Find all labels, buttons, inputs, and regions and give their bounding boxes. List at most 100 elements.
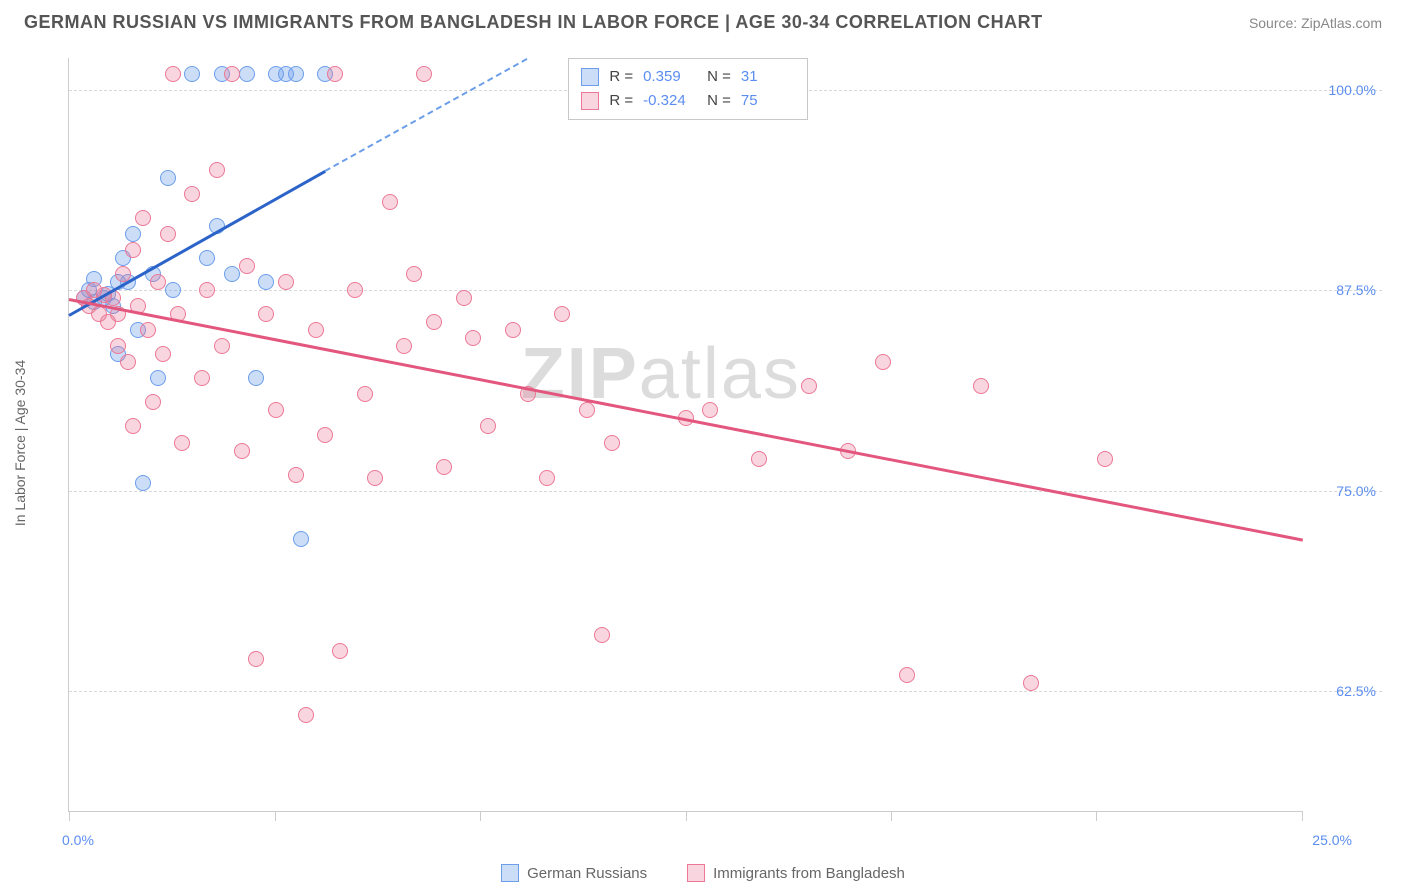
legend-label: German Russians xyxy=(527,865,647,882)
data-point xyxy=(194,370,210,386)
data-point xyxy=(480,418,496,434)
r-label: R = xyxy=(609,65,633,89)
data-point xyxy=(150,274,166,290)
stats-row: R = 0.359 N = 31 xyxy=(581,65,795,89)
data-point xyxy=(317,427,333,443)
trend-line xyxy=(69,298,1304,542)
x-tick xyxy=(69,811,70,821)
r-label: R = xyxy=(609,89,633,113)
data-point xyxy=(973,378,989,394)
n-label: N = xyxy=(707,65,731,89)
data-point xyxy=(436,459,452,475)
data-point xyxy=(135,475,151,491)
data-point xyxy=(594,627,610,643)
data-point xyxy=(155,346,171,362)
data-point xyxy=(416,66,432,82)
x-tick xyxy=(1096,811,1097,821)
data-point xyxy=(214,338,230,354)
x-tick-start: 0.0% xyxy=(62,832,94,848)
data-point xyxy=(539,470,555,486)
data-point xyxy=(160,170,176,186)
stats-box: R = 0.359 N = 31 R = -0.324 N = 75 xyxy=(568,58,808,120)
watermark-atlas: atlas xyxy=(639,334,801,414)
source-attribution: Source: ZipAtlas.com xyxy=(1249,15,1382,31)
data-point xyxy=(110,338,126,354)
data-point xyxy=(239,258,255,274)
data-point xyxy=(258,306,274,322)
legend: German Russians Immigrants from Banglades… xyxy=(0,864,1406,882)
data-point xyxy=(1023,675,1039,691)
data-point xyxy=(308,322,324,338)
x-tick-end: 25.0% xyxy=(1312,832,1352,848)
data-point xyxy=(224,66,240,82)
r-value: 0.359 xyxy=(643,65,697,89)
series-swatch xyxy=(581,68,599,86)
x-tick xyxy=(686,811,687,821)
x-tick xyxy=(891,811,892,821)
data-point xyxy=(465,330,481,346)
data-point xyxy=(298,707,314,723)
gridline-h xyxy=(69,290,1382,291)
y-tick-label: 87.5% xyxy=(1336,282,1376,298)
legend-item: Immigrants from Bangladesh xyxy=(687,864,905,882)
data-point xyxy=(406,266,422,282)
data-point xyxy=(140,322,156,338)
data-point xyxy=(702,402,718,418)
data-point xyxy=(505,322,521,338)
r-value: -0.324 xyxy=(643,89,697,113)
data-point xyxy=(209,162,225,178)
legend-swatch xyxy=(687,864,705,882)
data-point xyxy=(288,66,304,82)
chart-title: GERMAN RUSSIAN VS IMMIGRANTS FROM BANGLA… xyxy=(24,12,1043,33)
legend-swatch xyxy=(501,864,519,882)
n-value: 31 xyxy=(741,65,795,89)
chart-area: In Labor Force | Age 30-34 ZIPatlas 62.5… xyxy=(24,44,1382,842)
data-point xyxy=(288,467,304,483)
watermark: ZIPatlas xyxy=(521,333,801,415)
data-point xyxy=(145,394,161,410)
data-point xyxy=(125,226,141,242)
data-point xyxy=(268,402,284,418)
y-tick-label: 100.0% xyxy=(1329,82,1376,98)
data-point xyxy=(160,226,176,242)
data-point xyxy=(184,66,200,82)
x-tick xyxy=(480,811,481,821)
n-label: N = xyxy=(707,89,731,113)
data-point xyxy=(875,354,891,370)
data-point xyxy=(174,435,190,451)
data-point xyxy=(751,451,767,467)
data-point xyxy=(579,402,595,418)
data-point xyxy=(135,210,151,226)
legend-label: Immigrants from Bangladesh xyxy=(713,865,905,882)
data-point xyxy=(258,274,274,290)
data-point xyxy=(150,370,166,386)
stats-row: R = -0.324 N = 75 xyxy=(581,89,795,113)
data-point xyxy=(426,314,442,330)
data-point xyxy=(293,531,309,547)
data-point xyxy=(382,194,398,210)
data-point xyxy=(327,66,343,82)
data-point xyxy=(899,667,915,683)
data-point xyxy=(396,338,412,354)
data-point xyxy=(165,282,181,298)
gridline-h xyxy=(69,691,1382,692)
data-point xyxy=(234,443,250,459)
data-point xyxy=(125,242,141,258)
data-point xyxy=(367,470,383,486)
gridline-h xyxy=(69,491,1382,492)
data-point xyxy=(357,386,373,402)
data-point xyxy=(332,643,348,659)
data-point xyxy=(801,378,817,394)
y-tick-label: 62.5% xyxy=(1336,683,1376,699)
data-point xyxy=(199,250,215,266)
legend-item: German Russians xyxy=(501,864,647,882)
plot-region: ZIPatlas 62.5%75.0%87.5%100.0%R =0.359N … xyxy=(68,58,1302,812)
data-point xyxy=(248,370,264,386)
data-point xyxy=(125,418,141,434)
data-point xyxy=(456,290,472,306)
data-point xyxy=(239,66,255,82)
n-value: 75 xyxy=(741,89,795,113)
data-point xyxy=(120,354,136,370)
data-point xyxy=(248,651,264,667)
y-axis-label: In Labor Force | Age 30-34 xyxy=(12,360,28,526)
